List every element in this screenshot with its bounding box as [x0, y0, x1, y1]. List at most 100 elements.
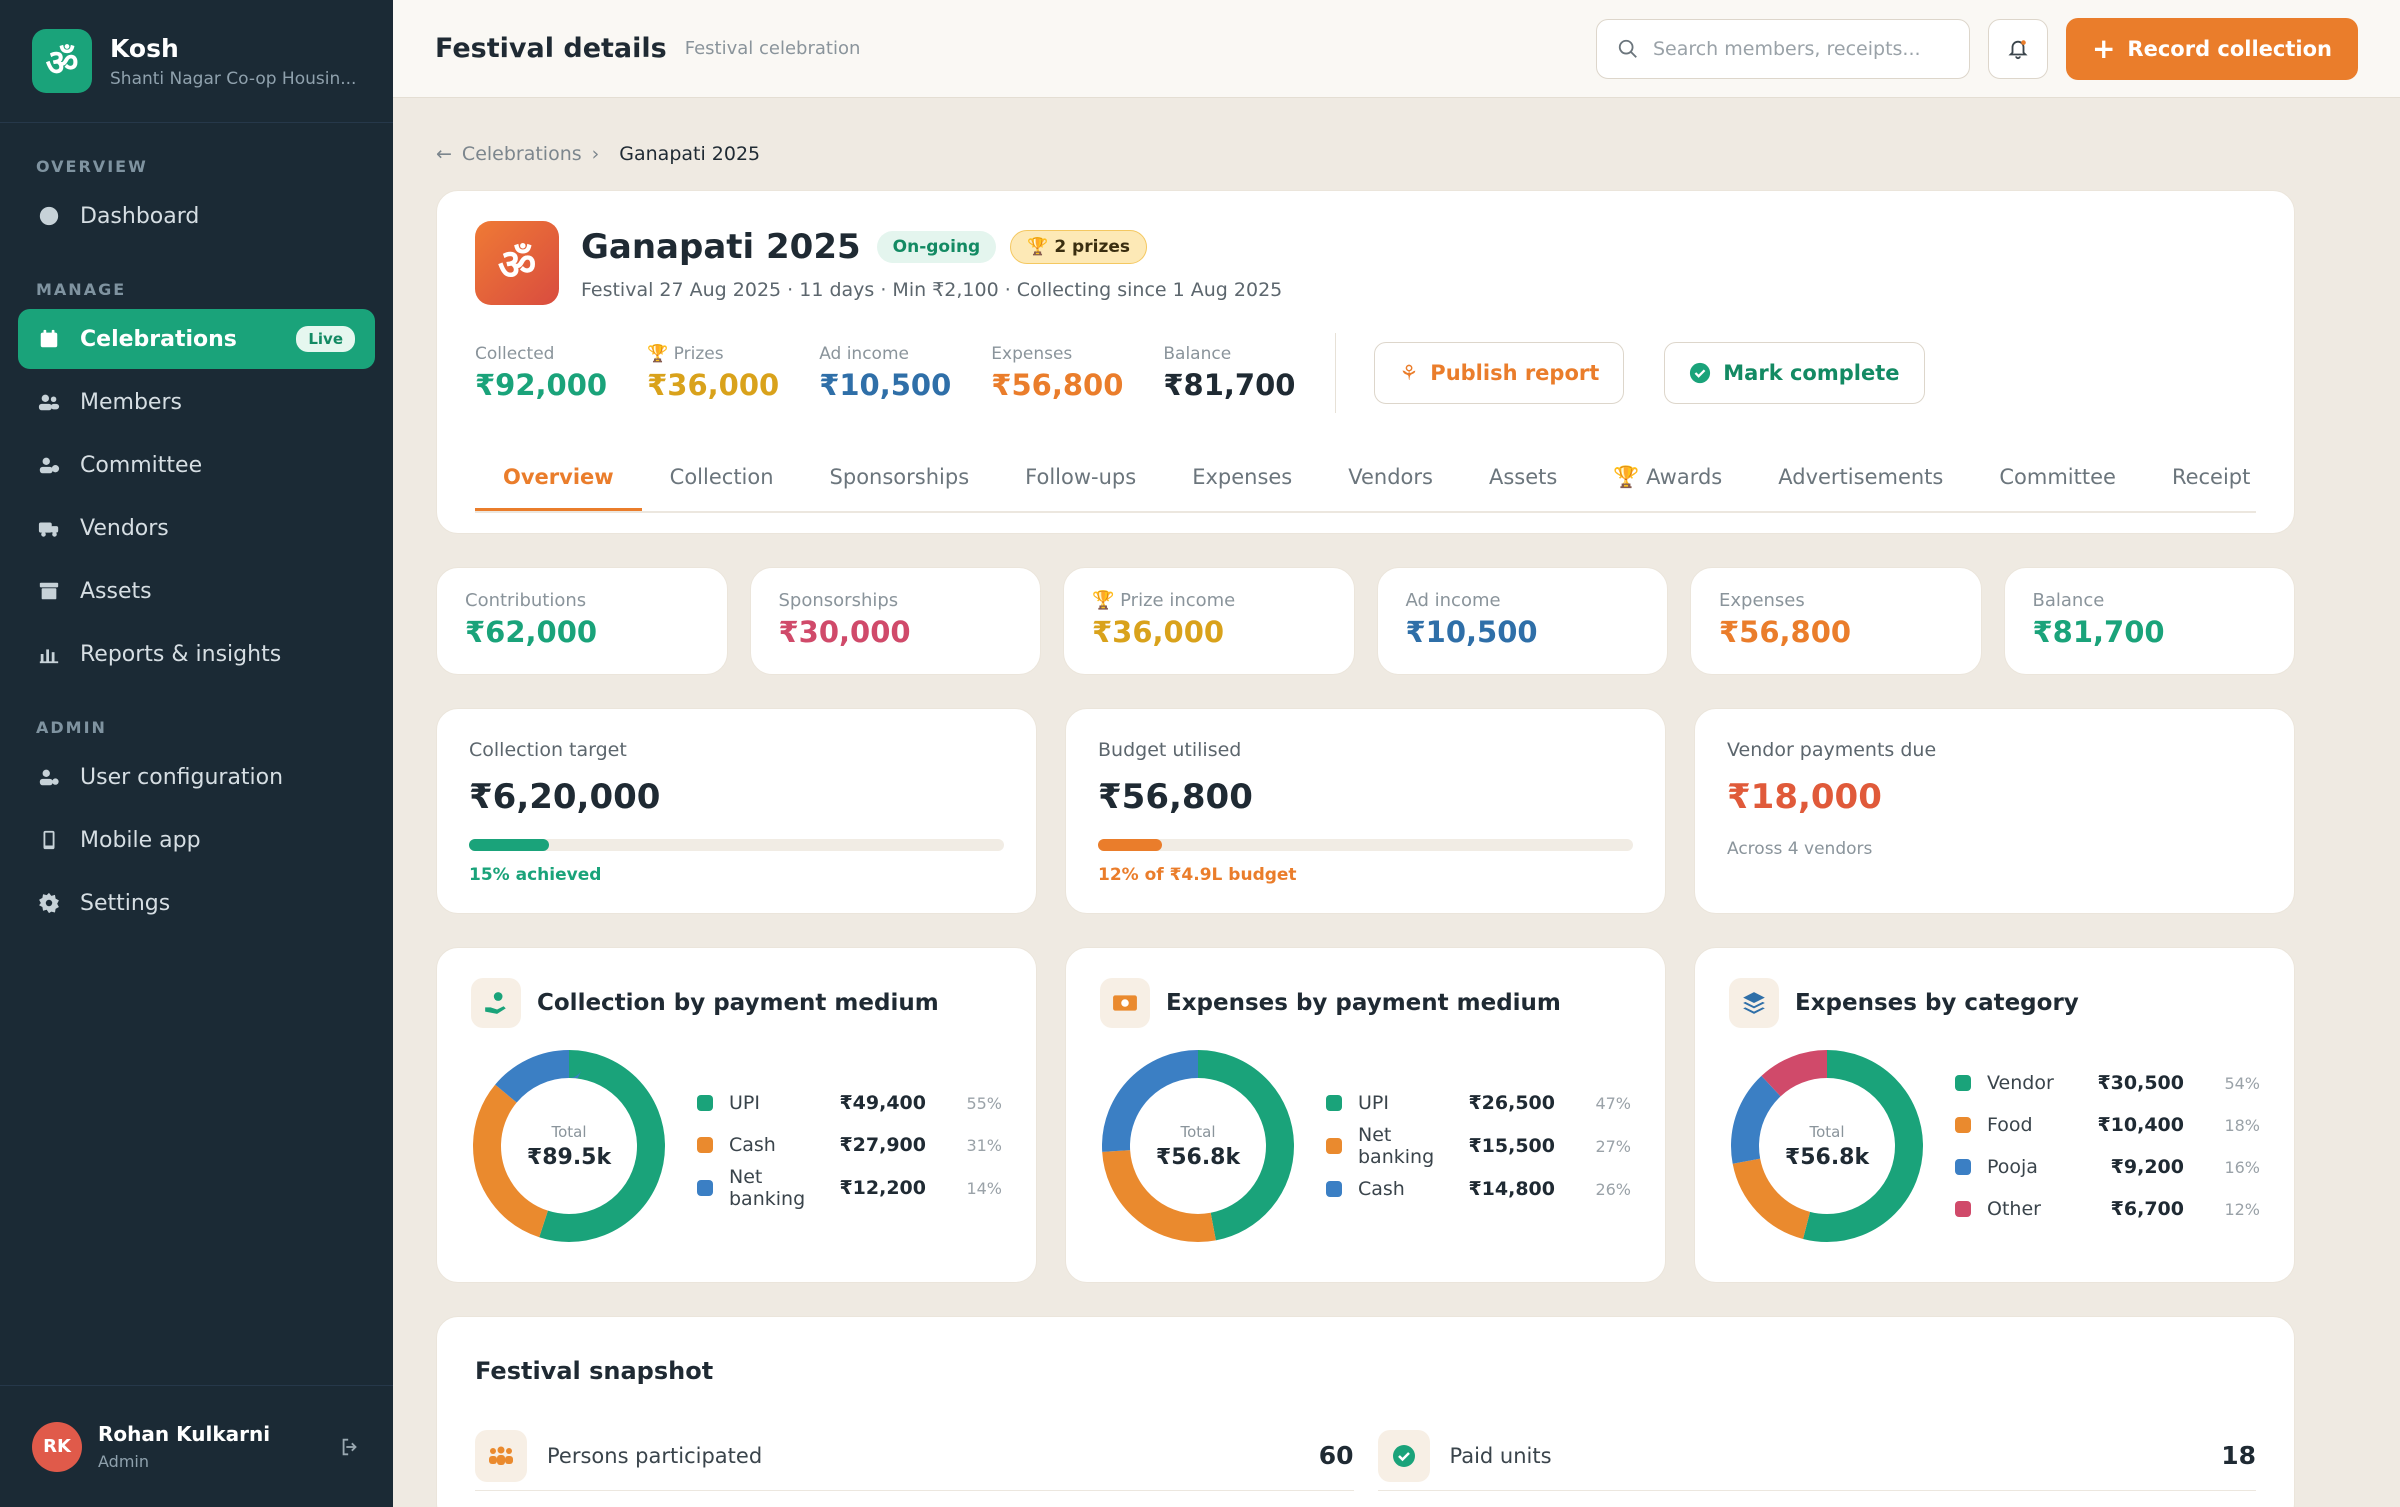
- sidebar-item-assets[interactable]: Assets: [18, 561, 375, 621]
- prizes-badge-label: 2 prizes: [1054, 237, 1130, 257]
- donut-chart: Total ₹56.8k: [1729, 1048, 1925, 1244]
- tab-advertisements[interactable]: Advertisements: [1778, 465, 1944, 489]
- tab-assets[interactable]: Assets: [1488, 465, 1558, 489]
- stat-balance: Balance ₹81,700: [1163, 344, 1295, 402]
- mark-complete-button[interactable]: Mark complete: [1664, 342, 1925, 404]
- legend-row: UPI ₹49,400 55%: [697, 1082, 1002, 1124]
- sidebar-item-reports[interactable]: Reports & insights: [18, 624, 375, 684]
- sidebar-item-committee[interactable]: Committee: [18, 435, 375, 495]
- snapshot-paid-units: Paid units 18: [1377, 1421, 2256, 1491]
- mark-complete-label: Mark complete: [1723, 361, 1900, 385]
- donut-slice: [1731, 1050, 1923, 1242]
- charts-row: Collection by payment medium Total ₹89.5…: [436, 947, 2295, 1283]
- tab-follow-ups[interactable]: Follow-ups: [1025, 465, 1137, 489]
- legend-value: ₹26,500: [1468, 1092, 1555, 1114]
- user-cog-icon: [39, 769, 59, 786]
- sidebar-item-label: Reports & insights: [80, 641, 282, 667]
- donut-total-value: ₹89.5k: [526, 1144, 612, 1170]
- chart-legend: Vendor ₹30,500 54% Food ₹10,400 18% Pooj…: [1955, 1062, 2260, 1230]
- hand-coin-icon: [471, 978, 521, 1028]
- tab-awards[interactable]: 🏆 Awards: [1585, 443, 1750, 511]
- tab-receipt[interactable]: Receipt: [2171, 465, 2251, 489]
- tab-vendors[interactable]: Vendors: [1348, 465, 1433, 489]
- legend-percent: 31%: [966, 1135, 1002, 1155]
- stat-value: ₹56,800: [991, 368, 1124, 402]
- sidebar-item-celebrations[interactable]: Celebrations Live: [18, 309, 375, 369]
- collection-target-card: Collection target ₹6,20,000 15% achieved: [436, 708, 1037, 914]
- record-collection-button[interactable]: + Record collection: [2065, 17, 2358, 80]
- legend-row: UPI ₹26,500 47%: [1326, 1082, 1631, 1124]
- tab-sponsorships[interactable]: Sponsorships: [829, 465, 970, 489]
- legend-value: ₹49,400: [839, 1092, 926, 1114]
- brand: ॐ Kosh Shanti Nagar Co-op Housin...: [0, 0, 393, 123]
- donut-chart: Total ₹89.5k: [471, 1048, 667, 1244]
- legend-swatch: [697, 1137, 713, 1153]
- donut-slice: [473, 1050, 665, 1242]
- stat-ad-income: Ad income ₹10,500: [819, 344, 951, 402]
- truck-icon: [38, 522, 59, 537]
- legend-name: Net banking: [1358, 1124, 1435, 1168]
- chart-card: Expenses by category Total ₹56.8k Vendor…: [1694, 947, 2295, 1283]
- gauge-icon: [39, 206, 59, 226]
- back-arrow-icon[interactable]: ←: [436, 143, 452, 165]
- sidebar-item-settings[interactable]: Settings: [18, 873, 375, 933]
- sidebar-item-members[interactable]: Members: [18, 372, 375, 432]
- prizes-badge: 🏆 2 prizes: [1010, 230, 1147, 264]
- stat-label: Expenses: [991, 344, 1073, 364]
- tab-committee[interactable]: Committee: [1999, 465, 2116, 489]
- donut-total-label: Total: [1180, 1122, 1216, 1141]
- tab-collection[interactable]: Collection: [669, 465, 774, 489]
- stat-value: ₹81,700: [1163, 368, 1296, 402]
- tab-expenses[interactable]: Expenses: [1192, 465, 1293, 489]
- page-subtitle: Festival celebration: [684, 38, 861, 59]
- legend-value: ₹10,400: [2097, 1114, 2184, 1136]
- money-icon: [1100, 978, 1150, 1028]
- stat-value: ₹92,000: [475, 368, 608, 402]
- card-value: ₹6,20,000: [469, 777, 661, 817]
- om-icon: ॐ: [475, 221, 559, 305]
- snapshot-title: Festival snapshot: [475, 1357, 714, 1385]
- legend-value: ₹27,900: [839, 1134, 926, 1156]
- festival-tabs: Overview Collection Sponsorships Follow-…: [475, 443, 2256, 513]
- mini-stat-value: ₹56,800: [1719, 615, 1852, 649]
- chart-icon: [39, 649, 59, 664]
- legend-percent: 12%: [2224, 1199, 2260, 1219]
- mini-stat-expenses: Expenses ₹56,800: [1690, 567, 1982, 675]
- sidebar-item-mobile-app[interactable]: Mobile app: [18, 810, 375, 870]
- sidebar-item-user-configuration[interactable]: User configuration: [18, 747, 375, 807]
- om-logo-icon: ॐ: [32, 29, 92, 93]
- sidebar-item-vendors[interactable]: Vendors: [18, 498, 375, 558]
- legend-name: Vendor: [1987, 1072, 2054, 1094]
- legend-percent: 16%: [2224, 1157, 2260, 1177]
- tab-overview[interactable]: Overview: [475, 443, 642, 511]
- snapshot-label: Persons participated: [547, 1443, 763, 1468]
- trophy-icon: 🏆: [1613, 465, 1647, 489]
- stat-label: Collected: [475, 344, 555, 364]
- stat-label: Balance: [1163, 344, 1232, 364]
- legend-percent: 54%: [2224, 1073, 2260, 1093]
- page-title: Festival details: [435, 33, 667, 64]
- people-icon: [475, 1429, 527, 1482]
- sidebar-item-dashboard[interactable]: Dashboard: [18, 186, 375, 246]
- mini-stat-value: ₹62,000: [465, 615, 598, 649]
- stat-value: ₹36,000: [647, 368, 780, 402]
- legend-name: Net banking: [729, 1166, 806, 1210]
- publish-report-button[interactable]: ⚘ Publish report: [1374, 342, 1625, 404]
- chart-title: Expenses by payment medium: [1166, 990, 1561, 1016]
- topbar: Festival details Festival celebration Se…: [393, 0, 2400, 98]
- bell-icon: [2008, 39, 2028, 59]
- donut-slice: [1102, 1050, 1294, 1242]
- legend-swatch: [1326, 1138, 1342, 1154]
- budget-utilised-card: Budget utilised ₹56,800 12% of ₹4.9L bud…: [1065, 708, 1666, 914]
- sidebar-item-label: Mobile app: [80, 827, 201, 853]
- legend-percent: 18%: [2224, 1115, 2260, 1135]
- logout-icon[interactable]: [339, 1436, 361, 1458]
- legend-swatch: [1955, 1159, 1971, 1175]
- mini-stat-label: Balance: [2032, 590, 2105, 611]
- status-badge: On-going: [876, 231, 997, 263]
- breadcrumb-parent[interactable]: Celebrations: [461, 143, 582, 165]
- search-input[interactable]: Search members, receipts...: [1595, 18, 1970, 79]
- notifications-button[interactable]: [1987, 18, 2048, 79]
- stat-value: ₹10,500: [819, 368, 952, 402]
- card-label: Vendor payments due: [1727, 739, 1937, 761]
